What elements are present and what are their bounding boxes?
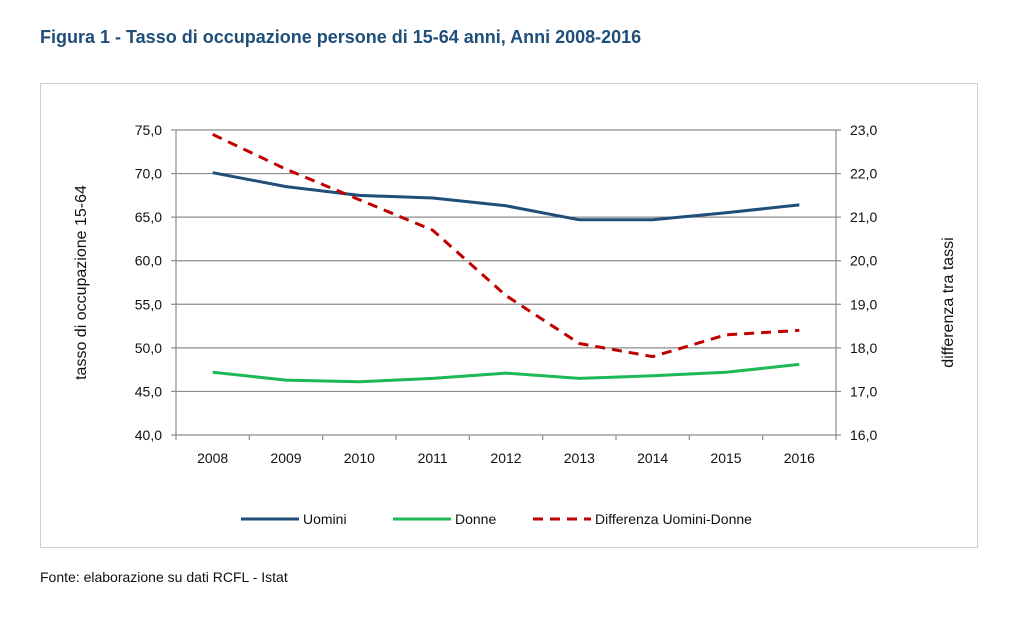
legend-label: Uomini xyxy=(303,511,347,527)
y2-tick-label: 23,0 xyxy=(850,122,877,138)
axes: 40,0 16,0 45,0 17,0 50,0 18,0 55,0 19,0 60,0 20,0… xyxy=(73,122,957,466)
legend-label: Donne xyxy=(455,511,496,527)
y-tick-label: 60,0 xyxy=(135,253,162,269)
figure-title: Figura 1 - Tasso di occupazione persone … xyxy=(40,27,642,47)
series-line-uomini xyxy=(212,171,800,222)
y-axis-title: tasso di occupazione 15-64 xyxy=(73,185,90,380)
legend-label: Differenza Uomini-Donne xyxy=(595,511,752,527)
y2-tick-label: 17,0 xyxy=(850,383,877,399)
x-tick-label: 2015 xyxy=(710,450,741,466)
series-line-differenza-uomini-donne xyxy=(212,133,800,359)
line-chart: 40,0 16,0 45,0 17,0 50,0 18,0 55,0 19,0 60,0 20,0… xyxy=(73,122,957,527)
y2-tick-label: 16,0 xyxy=(850,427,877,443)
x-tick-label: 2009 xyxy=(270,450,301,466)
y2-tick-label: 22,0 xyxy=(850,166,877,182)
y-tick-label: 75,0 xyxy=(135,122,162,138)
legend: Uomini Donne Differenza Uomini-Donne xyxy=(241,511,752,527)
y2-tick-label: 19,0 xyxy=(850,296,877,312)
y-tick-label: 70,0 xyxy=(135,166,162,182)
y2-tick-label: 21,0 xyxy=(850,209,877,225)
x-tick-label: 2008 xyxy=(197,450,228,466)
x-tick-label: 2012 xyxy=(490,450,521,466)
x-tick-label: 2010 xyxy=(344,450,375,466)
figure-source: Fonte: elaborazione su dati RCFL - Istat xyxy=(40,569,288,585)
chart-frame: 40,0 16,0 45,0 17,0 50,0 18,0 55,0 19,0 60,0 20,0… xyxy=(40,83,978,548)
x-tick-label: 2011 xyxy=(418,450,448,466)
x-tick-label: 2016 xyxy=(784,450,815,466)
gridlines xyxy=(176,129,836,436)
x-tick-label: 2013 xyxy=(564,450,595,466)
y2-tick-label: 18,0 xyxy=(850,340,877,356)
y-tick-label: 45,0 xyxy=(135,383,162,399)
series-lines xyxy=(212,133,800,384)
x-tick-label: 2014 xyxy=(637,450,668,466)
y-tick-label: 65,0 xyxy=(135,209,162,225)
y2-tick-label: 20,0 xyxy=(850,253,877,269)
y-tick-label: 40,0 xyxy=(135,427,162,443)
y-tick-label: 55,0 xyxy=(135,296,162,312)
series-line-donne xyxy=(212,362,800,384)
y-tick-label: 50,0 xyxy=(135,340,162,356)
y2-axis-title: differenza tra tassi xyxy=(940,237,957,367)
